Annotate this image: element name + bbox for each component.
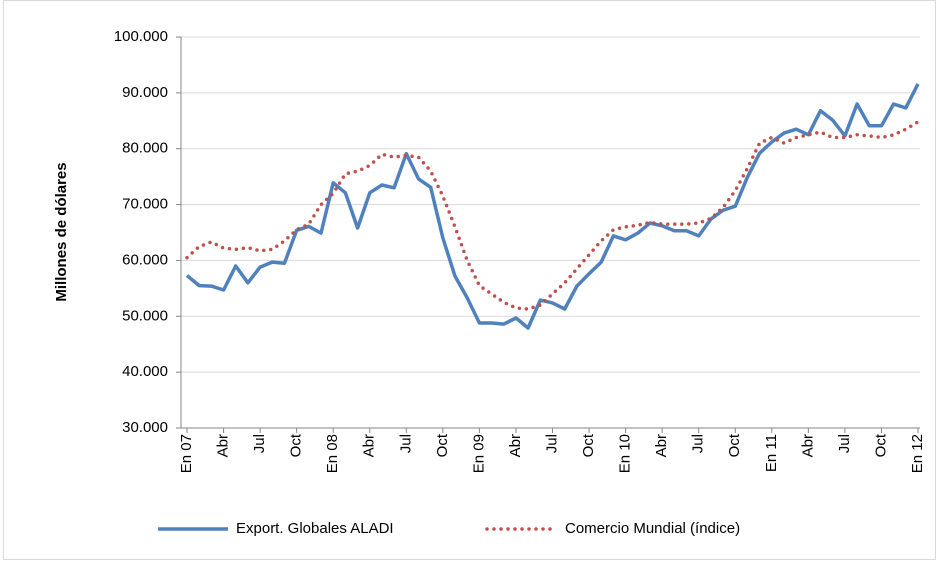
- x-tick-label: Jul: [836, 434, 853, 453]
- x-tick-label: En 09: [470, 434, 487, 473]
- x-tick-label: Jul: [397, 434, 414, 453]
- x-tick-label: Jul: [251, 434, 268, 453]
- legend-label: Export. Globales ALADI: [236, 520, 394, 537]
- x-tick-label: Oct: [288, 433, 305, 457]
- y-tick-label: 30.000: [122, 419, 168, 436]
- x-tick-label: En 12: [909, 434, 926, 473]
- x-tick-label: Abr: [507, 434, 524, 457]
- x-tick-label: Abr: [653, 434, 670, 457]
- y-tick-label: 60.000: [122, 251, 168, 268]
- x-tick-label: Jul: [543, 434, 560, 453]
- x-tick-label: Jul: [690, 434, 707, 453]
- x-tick-label: Abr: [361, 434, 378, 457]
- x-tick-label: En 11: [763, 434, 780, 472]
- x-tick-label: Abr: [215, 434, 232, 457]
- y-tick-label: 90.000: [122, 84, 168, 101]
- x-tick-label: Oct: [872, 433, 889, 457]
- y-axis-title: Millones de dólares: [53, 162, 70, 301]
- x-tick-label: Abr: [799, 434, 816, 457]
- series-line: [185, 83, 920, 330]
- y-tick-label: 100.000: [114, 28, 168, 45]
- y-tick-label: 70.000: [122, 196, 168, 213]
- chart-frame: [3, 0, 936, 560]
- x-tick-label: En 10: [617, 434, 634, 473]
- x-tick-label: Oct: [580, 433, 597, 457]
- y-tick-label: 80.000: [122, 140, 168, 157]
- x-tick-label: Oct: [434, 433, 451, 457]
- y-tick-label: 50.000: [122, 307, 168, 324]
- x-tick-label: En 08: [324, 434, 341, 473]
- x-tick-label: En 07: [178, 434, 195, 473]
- series-line: [185, 120, 920, 311]
- legend-label: Comercio Mundial (índice): [565, 520, 740, 537]
- x-tick-label: Oct: [726, 433, 743, 457]
- y-tick-label: 40.000: [122, 363, 168, 380]
